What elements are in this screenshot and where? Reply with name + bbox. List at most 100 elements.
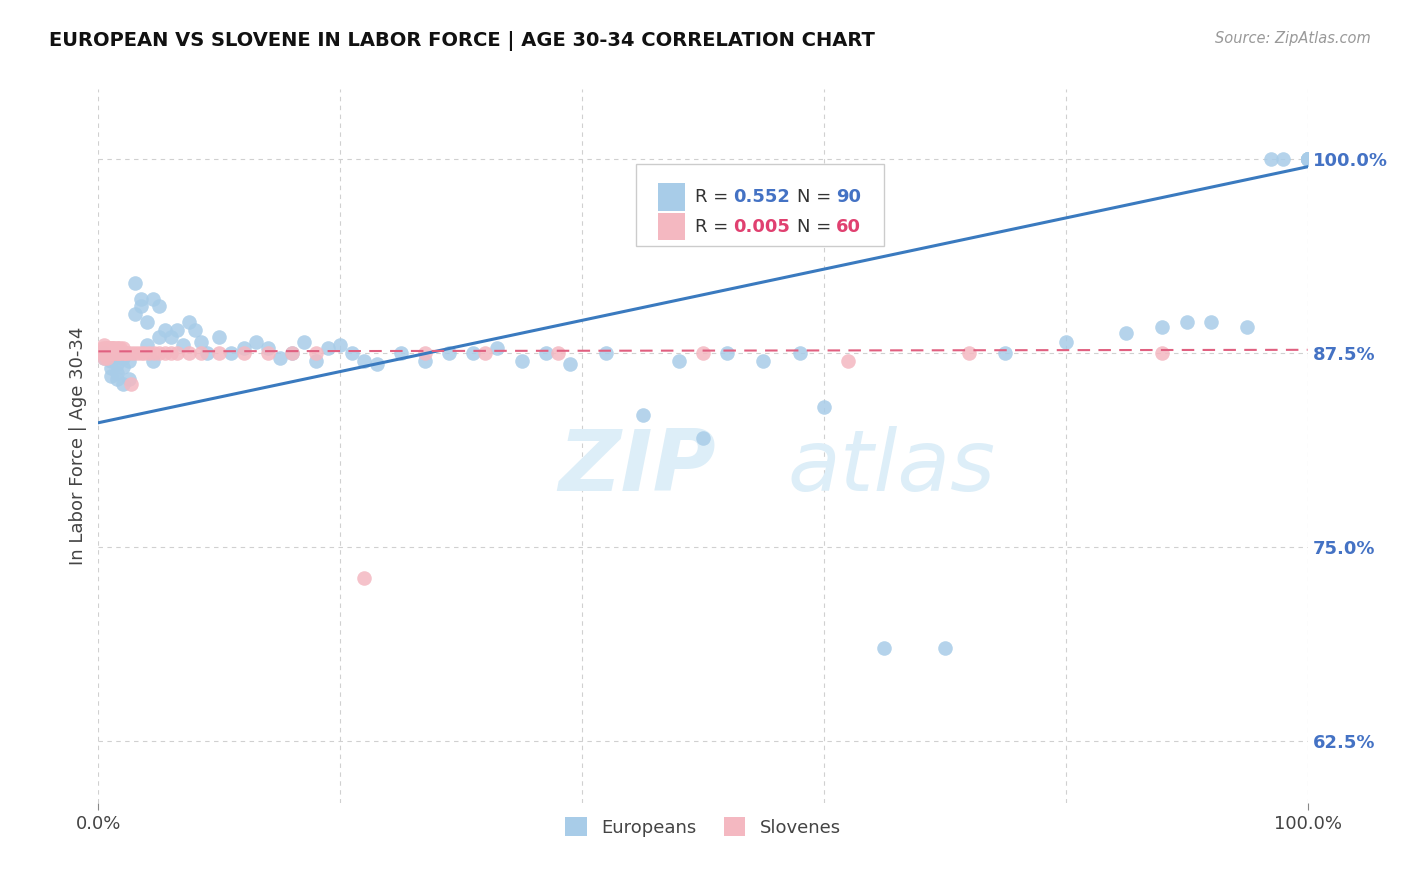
Point — [1296, 152, 1319, 166]
Point — [129, 346, 152, 360]
Point — [1296, 152, 1319, 166]
Text: R =: R = — [695, 218, 734, 235]
Point — [837, 353, 859, 368]
Point — [91, 341, 114, 355]
Point — [558, 357, 581, 371]
Point — [115, 346, 138, 360]
Point — [93, 346, 115, 360]
Point — [94, 346, 117, 360]
Point — [105, 346, 128, 360]
Text: 0.552: 0.552 — [734, 188, 790, 206]
Point — [389, 346, 412, 360]
Point — [1296, 152, 1319, 166]
Y-axis label: In Labor Force | Age 30-34: In Labor Force | Age 30-34 — [69, 326, 87, 566]
Bar — [658, 213, 685, 241]
Point — [166, 323, 188, 337]
Point — [105, 372, 128, 386]
Point — [342, 346, 364, 360]
Point — [97, 346, 120, 360]
Point — [135, 315, 157, 329]
Point — [413, 353, 436, 368]
Point — [232, 346, 254, 360]
Point — [292, 334, 315, 349]
Point — [93, 351, 115, 365]
Point — [1199, 315, 1222, 329]
Text: Source: ZipAtlas.com: Source: ZipAtlas.com — [1215, 31, 1371, 46]
Point — [107, 341, 129, 355]
Point — [547, 346, 569, 360]
Point — [269, 351, 291, 365]
Point — [100, 353, 122, 368]
Point — [122, 346, 145, 360]
Point — [91, 346, 114, 360]
Point — [692, 346, 714, 360]
Point — [1296, 152, 1319, 166]
Point — [153, 323, 176, 337]
Point — [1152, 346, 1174, 360]
Point — [184, 323, 207, 337]
Text: R =: R = — [695, 188, 734, 206]
Point — [256, 341, 278, 355]
Point — [692, 431, 714, 445]
Point — [366, 357, 388, 371]
Text: ZIP: ZIP — [558, 425, 716, 509]
Point — [463, 346, 485, 360]
Point — [1296, 152, 1319, 166]
Point — [208, 330, 231, 344]
Point — [1054, 334, 1077, 349]
Text: 90: 90 — [837, 188, 860, 206]
Point — [142, 353, 165, 368]
Point — [353, 353, 375, 368]
Point — [1296, 152, 1319, 166]
Point — [957, 346, 980, 360]
Point — [148, 346, 170, 360]
Point — [100, 341, 122, 355]
Point — [668, 353, 690, 368]
Point — [1296, 152, 1319, 166]
Point — [179, 315, 201, 329]
Point — [111, 341, 134, 355]
Point — [108, 341, 131, 355]
Point — [1296, 152, 1319, 166]
Point — [105, 366, 128, 380]
Point — [595, 346, 617, 360]
Point — [232, 341, 254, 355]
Point — [474, 346, 496, 360]
Point — [142, 292, 165, 306]
Point — [1296, 152, 1319, 166]
Point — [329, 338, 352, 352]
Point — [100, 341, 122, 355]
Point — [221, 346, 243, 360]
Point — [716, 346, 738, 360]
Point — [112, 346, 135, 360]
Point — [1296, 152, 1319, 166]
Point — [104, 346, 127, 360]
Bar — [658, 184, 685, 211]
Point — [93, 346, 115, 360]
Point — [148, 330, 170, 344]
Point — [134, 346, 156, 360]
Point — [118, 346, 141, 360]
Point — [160, 346, 183, 360]
Point — [100, 361, 122, 376]
Point — [873, 640, 896, 655]
Point — [120, 376, 142, 391]
Point — [124, 276, 146, 290]
Point — [1115, 326, 1137, 340]
Point — [114, 346, 136, 360]
Point — [105, 341, 128, 355]
Point — [108, 346, 131, 360]
Point — [1296, 152, 1319, 166]
Point — [1152, 319, 1174, 334]
Point — [124, 307, 146, 321]
Point — [143, 346, 166, 360]
Point — [94, 341, 117, 355]
Point — [813, 401, 835, 415]
Point — [110, 346, 132, 360]
Point — [510, 353, 533, 368]
Point — [105, 357, 128, 371]
Point — [934, 640, 956, 655]
Point — [789, 346, 811, 360]
Point — [148, 299, 170, 313]
Text: atlas: atlas — [787, 425, 995, 509]
